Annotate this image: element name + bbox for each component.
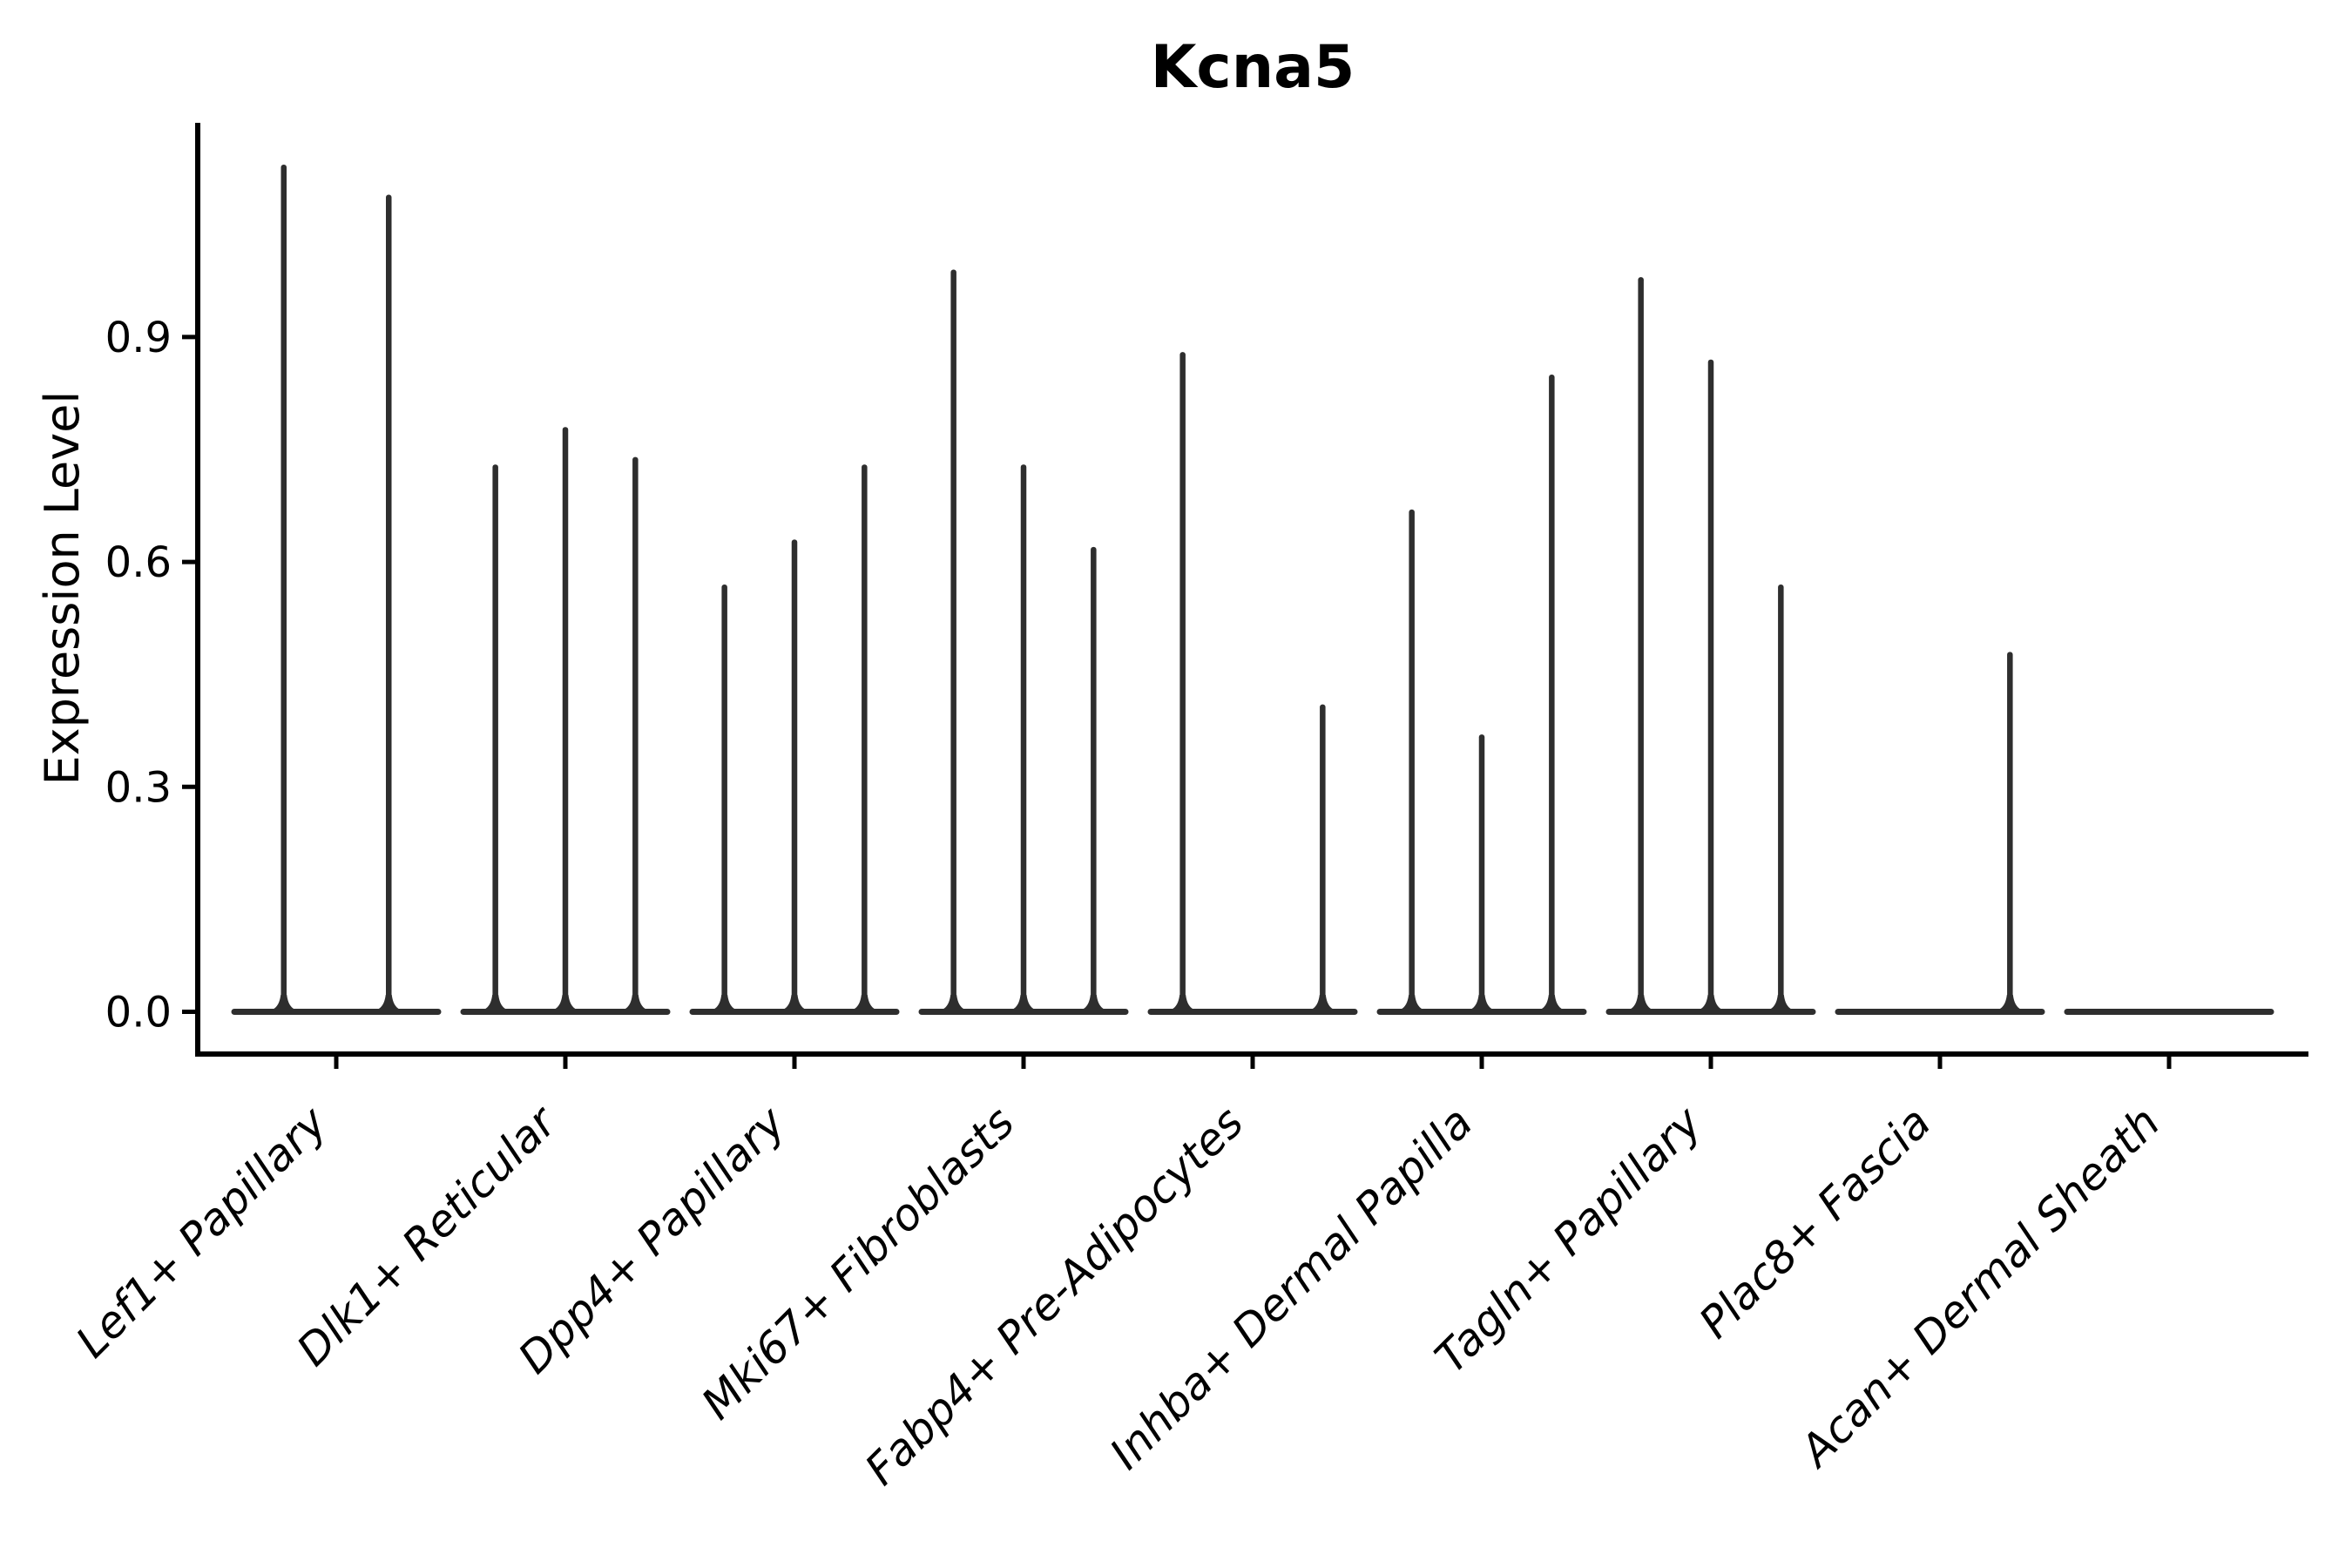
violin-spike (1320, 704, 1326, 1011)
violin-spike-base (1311, 995, 1335, 1010)
violin-spike (1638, 277, 1644, 1011)
violin-spike-base (554, 995, 577, 1010)
violin-spike-base (377, 995, 401, 1010)
violin-spike-base (1629, 995, 1652, 1010)
violin-spike-base (1470, 995, 1493, 1010)
violin-spike-base (1171, 995, 1194, 1010)
y-tick-label: 0.3 (105, 763, 172, 812)
y-tick-label: 0.9 (105, 314, 172, 362)
violin-spike (1478, 734, 1485, 1011)
violin-spike (721, 584, 727, 1011)
violin-spike (280, 165, 287, 1012)
violin-body (1376, 1009, 1587, 1015)
violin-body (918, 1009, 1129, 1015)
violin-spike-base (1540, 995, 1564, 1010)
y-axis-label: Expression Level (35, 391, 90, 786)
violin-spike-base (483, 995, 507, 1010)
violin-spike-base (713, 995, 736, 1010)
violin-spike-base (853, 995, 876, 1010)
violin-body (1147, 1009, 1358, 1015)
violin-spike (791, 539, 798, 1011)
violin-spike (1778, 584, 1784, 1011)
violin-spike (632, 456, 639, 1011)
violin-spike-base (1700, 995, 1722, 1010)
violin-spike (1409, 509, 1415, 1011)
x-tick-label: Plac8+ Fascia (1690, 1097, 1941, 1348)
violin-spike (1707, 359, 1714, 1011)
y-tick-label: 0.0 (105, 989, 172, 1037)
violin-spike (492, 464, 498, 1011)
violin-spike (1179, 352, 1186, 1011)
violin-spike-base (783, 995, 806, 1010)
violin-body (2064, 1009, 2274, 1015)
violin-spike-base (1082, 995, 1105, 1010)
violin-spike-base (1769, 995, 1793, 1010)
violin-spike (1020, 464, 1027, 1011)
violin-spike (950, 269, 956, 1012)
violin-body (1835, 1009, 2045, 1015)
violin-spike (2007, 652, 2013, 1011)
x-tick-label: Inhba+ Dermal Papilla (1100, 1097, 1482, 1478)
violin-spike-base (942, 995, 965, 1010)
violin-spike-base (1400, 995, 1423, 1010)
x-tick-label: Acan+ Dermal Sheath (1789, 1097, 2170, 1477)
x-tick-label: Lef1+ Papillary (66, 1096, 337, 1367)
chart-title: Kcna5 (1151, 33, 1355, 102)
violin-spike-base (272, 995, 295, 1010)
violin-spike (386, 194, 392, 1012)
violin-spike (1091, 546, 1097, 1011)
violin-spike (1549, 374, 1555, 1011)
violin-spike-base (1012, 995, 1035, 1010)
violin-spike (562, 427, 569, 1011)
violin-body (1605, 1009, 1816, 1015)
violin-body (689, 1009, 900, 1015)
y-tick-label: 0.6 (105, 538, 172, 587)
violin-spike (862, 464, 868, 1011)
violin-spike-base (624, 995, 647, 1010)
violin-spike-base (1998, 995, 2022, 1010)
violin-body (231, 1009, 442, 1015)
violin-body (460, 1009, 671, 1015)
x-tick-label: Fabp4+ Pre-Adipocytes (855, 1097, 1254, 1495)
